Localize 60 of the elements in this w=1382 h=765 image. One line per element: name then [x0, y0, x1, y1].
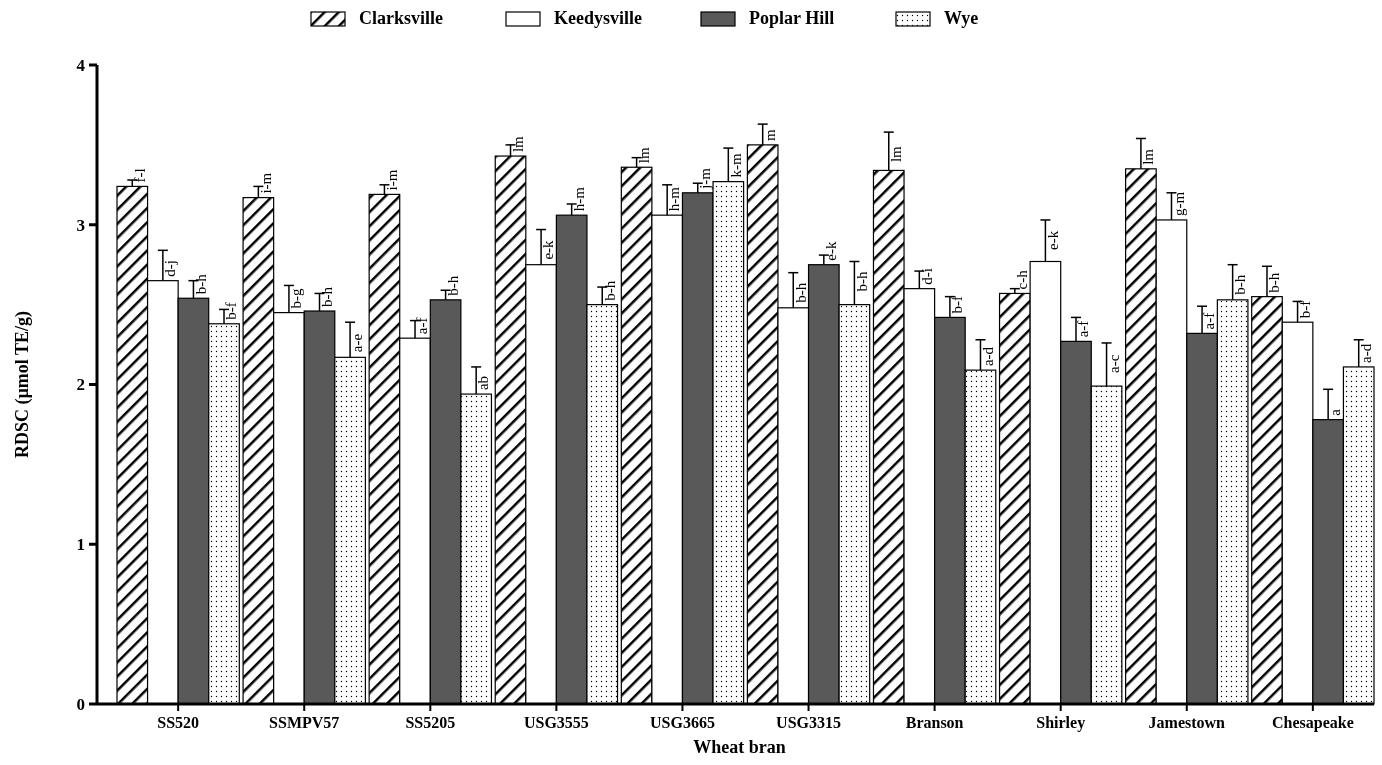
data-label: ab — [475, 375, 492, 391]
data-label: b-h — [318, 286, 335, 308]
data-label: m — [761, 128, 778, 141]
data-label: b-g — [288, 288, 305, 309]
legend-label: Keedysville — [554, 8, 642, 28]
data-label: d-j — [162, 259, 179, 277]
data-label: h-m — [666, 186, 683, 212]
data-label: lm — [509, 135, 526, 153]
data-label: i-m — [257, 172, 274, 194]
data-label: b-h — [853, 271, 870, 292]
x-tick-label: SS520 — [157, 714, 200, 731]
data-label: g-m — [1170, 191, 1187, 216]
data-label: lm — [888, 145, 905, 163]
y-tick-label: 2 — [76, 375, 85, 395]
x-tick-label: Branson — [905, 714, 964, 731]
data-label: b-h — [192, 273, 209, 295]
x-tick-label: USG3555 — [523, 714, 589, 731]
data-label: a-d — [979, 346, 996, 367]
data-label: e-k — [823, 241, 840, 261]
data-label: a-f — [1075, 320, 1092, 338]
legend-label: Clarksville — [359, 8, 444, 28]
data-label: b-h — [601, 280, 618, 301]
y-tick-label: 3 — [76, 215, 85, 235]
data-label: b-f — [223, 302, 240, 320]
x-tick-label: Jamestown — [1148, 714, 1226, 731]
data-label: e-k — [540, 239, 557, 260]
x-axis-title: Wheat bran — [693, 737, 786, 757]
y-tick-label: 0 — [76, 694, 85, 714]
x-tick-label: USG3315 — [776, 714, 841, 731]
y-axis-title: RDSC (µmol TE/g) — [12, 310, 33, 459]
data-label: c-h — [1014, 269, 1031, 290]
legend-label: Wye — [944, 8, 979, 28]
x-tick-label: USG3665 — [650, 714, 715, 731]
data-label: b-f — [1296, 300, 1313, 319]
x-tick-label: SS5205 — [405, 714, 456, 731]
data-label: f-l — [131, 168, 148, 183]
x-tick-label: Shirley — [1036, 714, 1086, 732]
data-label: i-m — [383, 169, 400, 191]
data-label: j-m — [697, 167, 714, 190]
data-label: k-m — [727, 153, 744, 178]
data-label: a-f — [1201, 312, 1218, 330]
data-label: lm — [635, 147, 652, 164]
data-label: b-h — [792, 282, 809, 303]
data-label: e-k — [1044, 230, 1061, 250]
data-label: a-e — [349, 333, 366, 353]
y-tick-label: 4 — [76, 55, 86, 75]
data-label: b-h — [1266, 272, 1283, 293]
data-label: b-f — [949, 295, 966, 314]
data-label: h-m — [570, 186, 587, 212]
data-label: b-h — [444, 275, 461, 296]
x-tick-label: Chesapeake — [1271, 714, 1354, 732]
x-tick-label: SSMPV57 — [269, 714, 340, 731]
data-label: a — [1327, 408, 1344, 416]
data-label: a-c — [1105, 354, 1122, 373]
data-label: lm — [1140, 148, 1157, 165]
data-label: a-d — [1358, 343, 1374, 363]
data-label: b-h — [1231, 274, 1248, 295]
legend-label: Poplar Hill — [749, 8, 835, 28]
data-label: d-i — [918, 267, 935, 285]
y-tick-label: 1 — [76, 535, 85, 555]
